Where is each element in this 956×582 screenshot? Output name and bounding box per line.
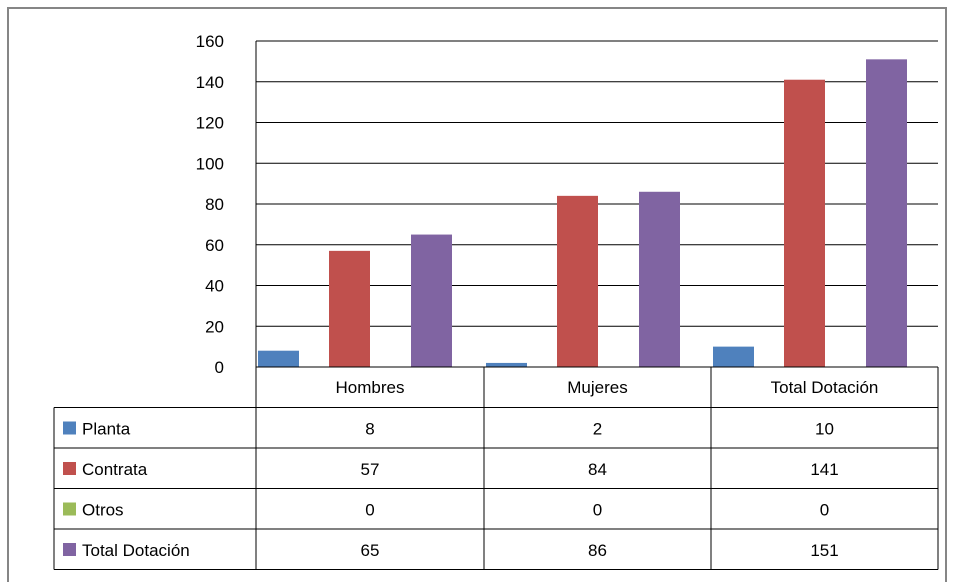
series-label: Total Dotación [82,541,190,560]
data-label: 141 [810,460,838,479]
bar-contrata [557,195,598,367]
data-label: 57 [361,460,380,479]
data-label: 86 [588,541,607,560]
y-tick-label: 40 [205,277,224,296]
y-tick-label: 80 [205,195,224,214]
y-tick-label: 20 [205,317,224,336]
series-label: Contrata [82,460,148,479]
data-label: 2 [593,420,602,439]
category-label: Total Dotación [771,378,879,397]
legend-key [63,543,76,556]
y-tick-label: 60 [205,236,224,255]
bar-planta [486,362,527,367]
y-tick-label: 120 [196,114,224,133]
y-tick-label: 140 [196,73,224,92]
legend-key [63,462,76,475]
bar-contrata [329,250,370,367]
y-axis-ticks: 0 20 40 60 80 100 120 140 160 [196,32,224,377]
data-label: 0 [820,501,829,520]
bar-total-dotación [411,234,452,367]
y-tick-label: 100 [196,154,224,173]
data-table: Hombres Mujeres Total Dotación Planta 8 2 10 Co… [53,366,939,570]
category-label: Mujeres [567,378,627,397]
bar-planta [258,350,299,367]
bar-planta [713,346,754,367]
data-label: 0 [365,501,374,520]
data-label: 0 [593,501,602,520]
series-label: Otros [82,501,124,520]
bars [258,59,907,368]
data-label: 8 [365,420,374,439]
data-label: 84 [588,460,607,479]
data-label: 10 [815,420,834,439]
category-label: Hombres [336,378,405,397]
y-tick-label: 160 [196,32,224,51]
y-tick-label: 0 [215,358,224,377]
bar-total-dotación [639,191,680,367]
bar-total-dotación [866,59,907,368]
bar-contrata [784,79,825,368]
series-label: Planta [82,420,131,439]
legend-key [63,502,76,516]
data-label: 65 [361,541,380,560]
legend-key [63,421,76,435]
data-label: 151 [810,541,838,560]
